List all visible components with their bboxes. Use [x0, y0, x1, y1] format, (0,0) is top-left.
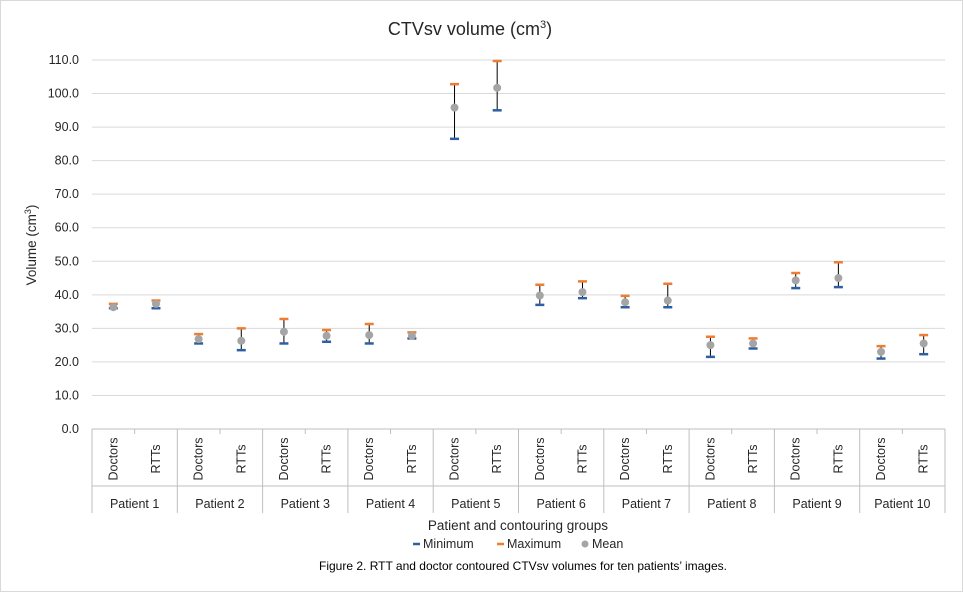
y-tick-label: 0.0: [62, 422, 79, 436]
mean-point: [792, 276, 800, 284]
group-label: Patient 2: [195, 497, 244, 511]
mean-point: [493, 84, 501, 92]
group-label: Patient 9: [792, 497, 841, 511]
subcategory-label: Doctors: [192, 437, 206, 480]
mean-point: [621, 298, 629, 306]
mean-point: [536, 291, 544, 299]
group-label: Patient 5: [451, 497, 500, 511]
mean-point: [578, 288, 586, 296]
subcategory-label: RTTs: [661, 445, 675, 474]
y-tick-label: 20.0: [55, 355, 79, 369]
y-tick-label: 70.0: [55, 187, 79, 201]
y-tick-label: 50.0: [55, 254, 79, 268]
subcategory-label: RTTs: [831, 445, 845, 474]
mean-point: [323, 332, 331, 340]
mean-point: [834, 274, 842, 282]
mean-point: [664, 297, 672, 305]
y-tick-label: 100.0: [48, 87, 79, 101]
legend-label: Mean: [592, 537, 623, 551]
chart: CTVsv volume (cm3) 0.0 10.0 20.0 30.0 40.0 50…: [0, 0, 963, 592]
subcategory-label: RTTs: [405, 445, 419, 474]
legend-label: Maximum: [507, 537, 561, 551]
subcategory-label: Doctors: [362, 437, 376, 480]
chart-title: CTVsv volume (cm3): [388, 19, 552, 39]
mean-point: [920, 339, 928, 347]
subcategory-label: Doctors: [618, 437, 632, 480]
x-axis: Doctors RTTs Patient 1 Doctors RTTs Patient 2…: [92, 429, 945, 513]
legend-label: Minimum: [423, 537, 474, 551]
subcategory-label: RTTs: [234, 445, 248, 474]
gridlines: [92, 60, 945, 395]
subcategory-label: RTTs: [746, 445, 760, 474]
subcategory-label: Doctors: [448, 437, 462, 480]
mean-point: [109, 303, 117, 311]
mean-point: [706, 341, 714, 349]
subcategory-label: RTTs: [917, 445, 931, 474]
y-tick-label: 30.0: [55, 321, 79, 335]
group-label: Patient 7: [622, 497, 671, 511]
subcategory-label: Doctors: [874, 437, 888, 480]
subcategory-label: RTTs: [490, 445, 504, 474]
y-tick-label: 60.0: [55, 221, 79, 235]
mean-point: [280, 328, 288, 336]
group-label: Patient 3: [281, 497, 330, 511]
subcategory-label: Doctors: [277, 437, 291, 480]
y-axis-title: Volume (cm3): [23, 205, 39, 286]
subcategory-label: RTTs: [320, 445, 334, 474]
mean-point: [877, 348, 885, 356]
data-marks: [109, 61, 928, 359]
subcategory-label: RTTs: [149, 445, 163, 474]
group-label: Patient 4: [366, 497, 415, 511]
group-label: Patient 1: [110, 497, 159, 511]
legend: Minimum Maximum Mean: [413, 537, 623, 551]
subcategory-label: RTTs: [575, 445, 589, 474]
mean-point: [408, 332, 416, 340]
y-tick-label: 10.0: [55, 388, 79, 402]
subcategory-label: Doctors: [789, 437, 803, 480]
y-tick-label: 110.0: [49, 53, 79, 67]
legend-mean-symbol: [582, 541, 589, 548]
group-label: Patient 6: [536, 497, 585, 511]
mean-point: [451, 104, 459, 112]
x-axis-title: Patient and contouring groups: [428, 518, 608, 533]
y-tick-labels: 0.0 10.0 20.0 30.0 40.0 50.0 60.0 70.0 80.0 90.0 1…: [48, 53, 79, 436]
mean-point: [749, 339, 757, 347]
subcategory-label: Doctors: [106, 437, 120, 480]
y-tick-label: 80.0: [55, 154, 79, 168]
subcategory-label: Doctors: [533, 437, 547, 480]
y-tick-label: 90.0: [55, 120, 79, 134]
figure-caption: Figure 2. RTT and doctor contoured CTVsv…: [319, 559, 727, 573]
mean-point: [237, 337, 245, 345]
mean-point: [195, 335, 203, 343]
mean-point: [152, 300, 160, 308]
mean-point: [365, 331, 373, 339]
group-label: Patient 8: [707, 497, 756, 511]
group-label: Patient 10: [874, 497, 930, 511]
y-tick-label: 40.0: [55, 288, 79, 302]
subcategory-label: Doctors: [703, 437, 717, 480]
